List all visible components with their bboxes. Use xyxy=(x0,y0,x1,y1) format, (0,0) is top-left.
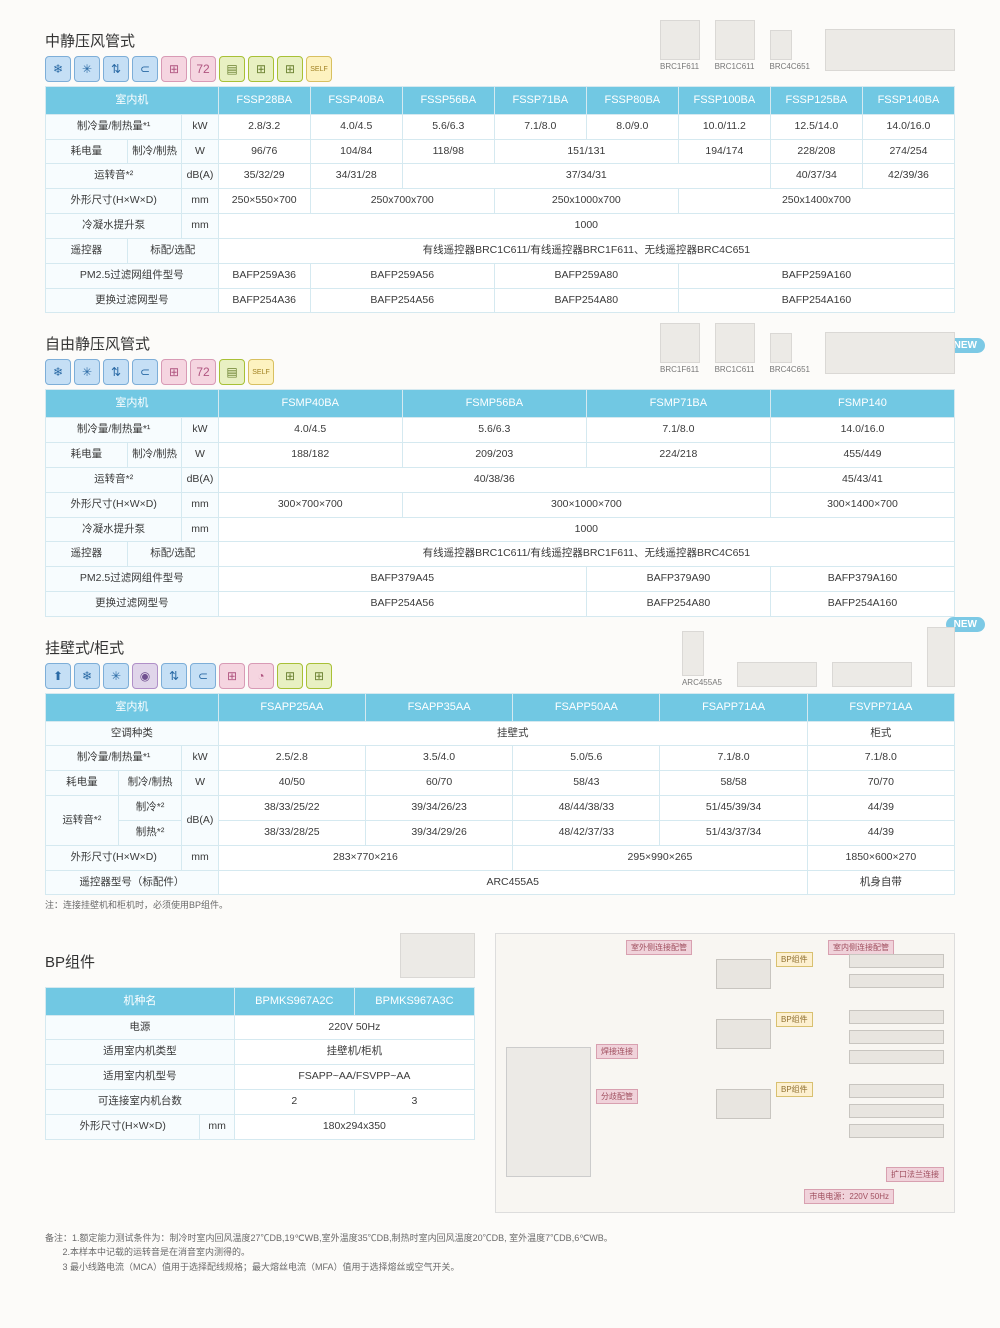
floor-unit-image xyxy=(927,627,955,687)
feature-icon: ❄ xyxy=(45,56,71,82)
bp-section: BP组件 机种名BPMKS967A2CBPMKS967A3C 电源220V 50… xyxy=(45,933,475,1213)
section-free-pressure-duct: 自由静压风管式 NEW BRC1F611 BRC1C611 BRC4C651 ❄… xyxy=(45,333,955,616)
feature-icon: ⊞ xyxy=(161,56,187,82)
feature-icon: ⊞ xyxy=(248,56,274,82)
feature-icon: 72 xyxy=(190,56,216,82)
feature-icon: ▤ xyxy=(219,56,245,82)
table2: 室内机FSMP40BAFSMP56BAFSMP71BAFSMP140 制冷量/制… xyxy=(45,389,955,616)
feature-icon: SELF xyxy=(306,56,332,82)
section3-note: 注：连接挂壁机和柜机时，必须使用BP组件。 xyxy=(45,898,955,912)
section3-images: ARC455A5 xyxy=(682,627,955,687)
section1-images: BRC1F611 BRC1C611 BRC4C651 xyxy=(660,20,955,71)
duct-unit-image xyxy=(825,29,955,71)
wall-unit-image xyxy=(737,662,817,687)
feature-icon: ⊞ xyxy=(277,56,303,82)
bp-unit-image xyxy=(400,933,475,978)
duct-unit-image xyxy=(825,332,955,374)
wall-unit-image xyxy=(832,662,912,687)
bottom-container: BP组件 机种名BPMKS967A2CBPMKS967A3C 电源220V 50… xyxy=(45,933,955,1213)
bp-table: 机种名BPMKS967A2CBPMKS967A3C 电源220V 50Hz 适用… xyxy=(45,987,475,1140)
section2-images: BRC1F611 BRC1C611 BRC4C651 xyxy=(660,323,955,374)
section-wall-floor: NEW 挂壁式/柜式 ARC455A5 ⬆❄✳◉⇅⊂⊞◔⊞⊞ 室内机FSAPP2… xyxy=(45,637,955,913)
section-mid-pressure-duct: 中静压风管式 BRC1F611 BRC1C611 BRC4C651 ❄ ✳ ⇅ … xyxy=(45,30,955,313)
table1: 室内机 FSSP28BAFSSP40BA FSSP56BAFSSP71BA FS… xyxy=(45,86,955,313)
feature-icon: ⊂ xyxy=(132,56,158,82)
feature-icon: ⇅ xyxy=(103,56,129,82)
table3: 室内机FSAPP25AAFSAPP35AAFSAPP50AAFSAPP71AAF… xyxy=(45,693,955,896)
outdoor-unit-illustration xyxy=(506,1047,591,1177)
piping-diagram: 室外侧连接配管 室内侧连接配管 BP组件 BP组件 BP组件 焊接连接 分歧配管… xyxy=(495,933,955,1213)
feature-icon: ✳ xyxy=(74,56,100,82)
footnotes: 备注：1.额定能力测试条件为：制冷时室内回风温度27℃DB,19℃WB,室外温度… xyxy=(45,1231,955,1274)
